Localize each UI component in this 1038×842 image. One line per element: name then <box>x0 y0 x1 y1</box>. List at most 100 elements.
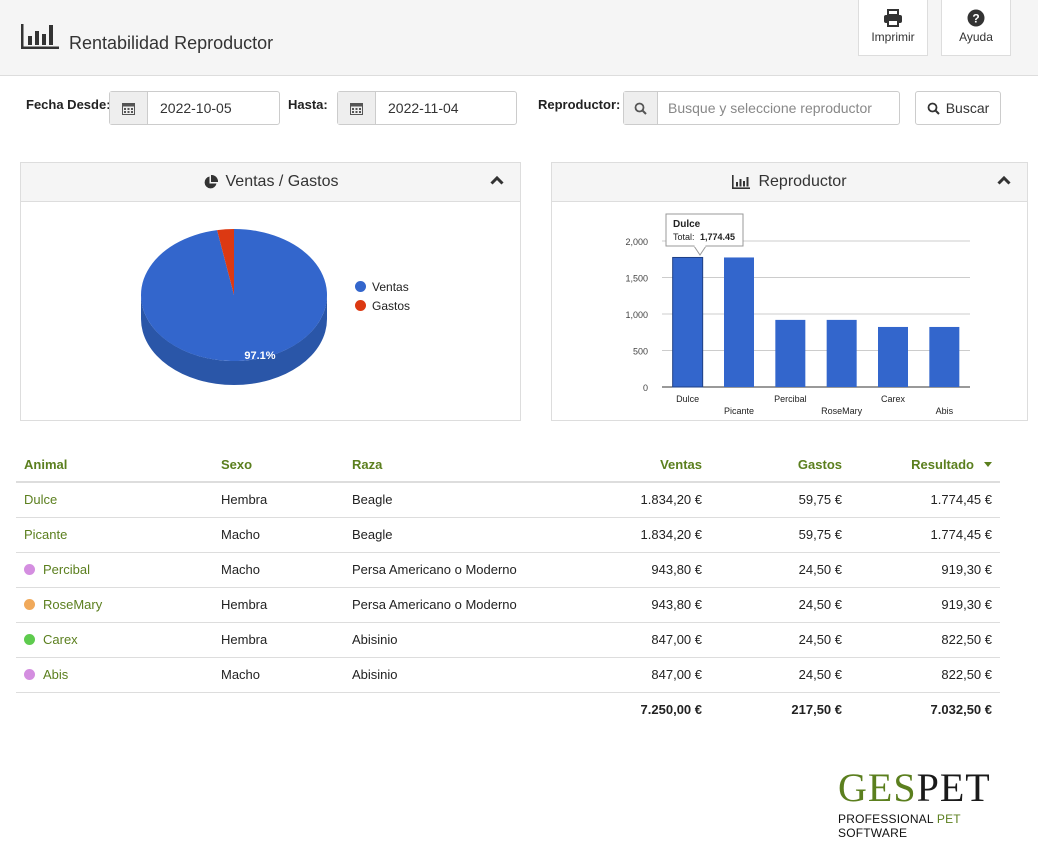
legend-label: Gastos <box>372 298 411 313</box>
bar-tooltip: Dulce Total: 1,774.45 <box>665 213 744 256</box>
cell-gastos: 24,50 € <box>710 657 850 693</box>
bar-rosemary[interactable] <box>826 319 857 387</box>
logo-ges: GES <box>838 765 917 810</box>
fecha-desde-value[interactable]: 2022-10-05 <box>160 100 232 116</box>
pie-slice-gastos[interactable] <box>217 229 234 295</box>
fecha-desde-field[interactable]: 2022-10-05 <box>109 91 280 125</box>
cell-sexo: Hembra <box>213 587 344 623</box>
question-circle-icon: ? <box>967 9 985 27</box>
cell-raza: Persa Americano o Moderno <box>344 552 564 588</box>
cell-gastos: 59,75 € <box>710 517 850 553</box>
search-icon <box>927 102 940 115</box>
table-row[interactable]: Picante Macho Beagle 1.834,20 €59,75 €1.774… <box>16 517 1000 553</box>
logo-wordmark: GESPET <box>838 768 1033 808</box>
animal-name[interactable]: Picante <box>24 527 68 542</box>
x-tick-label: Carex <box>881 394 906 404</box>
table-row[interactable]: Percibal Macho Persa Americano o Moderno 94… <box>16 552 1000 588</box>
chevron-up-icon[interactable] <box>490 175 504 185</box>
totals-row: 7.250,00 € 217,50 € 7.032,50 € <box>16 692 1000 727</box>
bar-chart-icon <box>732 175 751 189</box>
hasta-value[interactable]: 2022-11-04 <box>388 100 459 116</box>
cell-animal[interactable]: Carex <box>16 622 213 658</box>
table-row[interactable]: Dulce Hembra Beagle 1.834,20 €59,75 €1.774,… <box>16 482 1000 518</box>
cell-animal[interactable]: Abis <box>16 657 213 693</box>
help-button[interactable]: ? Ayuda <box>941 0 1011 56</box>
status-dot <box>24 634 35 645</box>
calendar-icon[interactable] <box>338 92 376 124</box>
bar-carex[interactable] <box>878 326 908 387</box>
cell-gastos: 24,50 € <box>710 587 850 623</box>
x-tick-label: Picante <box>724 406 754 416</box>
pie-chart: 97.1% <box>141 229 328 385</box>
cell-empty <box>16 692 213 727</box>
total-resultado: 7.032,50 € <box>930 702 992 718</box>
print-button[interactable]: Imprimir <box>858 0 928 56</box>
table-row[interactable]: RoseMary Hembra Persa Americano o Moderno 9… <box>16 587 1000 623</box>
y-tick-label: 1,500 <box>625 274 648 284</box>
x-tick-label: Percibal <box>774 394 807 404</box>
calendar-icon[interactable] <box>110 92 148 124</box>
bar-picante[interactable] <box>724 257 754 387</box>
cell-animal[interactable]: Percibal <box>16 552 213 588</box>
panel-title: Reproductor <box>758 173 847 190</box>
table-row[interactable]: Carex Hembra Abisinio 847,00 €24,50 €822,50… <box>16 622 1000 658</box>
cell-sexo: Macho <box>213 552 344 588</box>
col-resultado[interactable]: Resultado <box>850 447 1000 483</box>
col-gastos[interactable]: Gastos <box>710 447 850 483</box>
gespet-logo: GESPET PROFESSIONAL PET SOFTWARE <box>838 768 1033 841</box>
sort-desc-icon <box>984 461 992 467</box>
bar-abis[interactable] <box>929 326 960 387</box>
cell-animal[interactable]: Picante <box>16 517 213 553</box>
reproductor-panel: Reproductor 0 500 1,000 1,500 2,000 Dulce Pic… <box>551 162 1028 421</box>
buscar-button[interactable]: Buscar <box>915 91 1001 125</box>
table-header-row: Animal Sexo Raza Ventas Gastos Resultado <box>16 447 1000 483</box>
x-tick-label: RoseMary <box>821 406 863 416</box>
animal-name[interactable]: Percibal <box>43 562 90 577</box>
y-tick-label: 0 <box>643 383 648 393</box>
pie-side <box>141 295 327 385</box>
col-ventas[interactable]: Ventas <box>564 447 710 483</box>
search-icon <box>624 92 658 124</box>
animal-name[interactable]: Abis <box>43 667 69 682</box>
logo-sub-b: PET <box>936 812 961 826</box>
col-resultado-label: Resultado <box>911 456 974 472</box>
cell-animal[interactable]: RoseMary <box>16 587 213 623</box>
chevron-up-icon[interactable] <box>997 175 1011 185</box>
print-label: Imprimir <box>871 30 915 44</box>
svg-text:Total: 1,774.45: Total: 1,774.45 <box>673 232 735 242</box>
total-ventas: 7.250,00 € <box>640 702 702 718</box>
table-row[interactable]: Abis Macho Abisinio 847,00 €24,50 €822,50 € <box>16 657 1000 693</box>
rentabilidad-table: Animal Sexo Raza Ventas Gastos Resultado… <box>16 447 1000 727</box>
animal-name[interactable]: Dulce <box>24 492 58 508</box>
status-dot <box>24 599 35 610</box>
panel-header: Ventas / Gastos <box>21 163 520 202</box>
help-label: Ayuda <box>959 30 993 44</box>
pie-slice-ventas[interactable] <box>141 229 328 361</box>
tooltip-total-label: Total: <box>673 232 695 242</box>
y-tick-label: 500 <box>633 347 648 357</box>
pie-legend: Ventas Gastos <box>355 277 410 315</box>
hasta-label: Hasta: <box>288 97 328 112</box>
col-animal[interactable]: Animal <box>16 447 213 483</box>
cell-ventas: 943,80 € <box>564 587 710 623</box>
animal-name[interactable]: Carex <box>43 632 78 647</box>
reproductor-label: Reproductor: <box>538 97 621 112</box>
printer-icon <box>884 9 902 27</box>
hasta-field[interactable]: 2022-11-04 <box>337 91 517 125</box>
panel-header: Reproductor <box>552 163 1027 202</box>
cell-resultado: 822,50 € <box>850 657 1000 693</box>
cell-gastos: 24,50 € <box>710 622 850 658</box>
logo-sub-a: PROFESSIONAL <box>838 812 937 826</box>
reproductor-search-field[interactable] <box>623 91 900 125</box>
logo-tagline: PROFESSIONAL PET SOFTWARE <box>838 812 1033 840</box>
col-raza[interactable]: Raza <box>344 447 564 483</box>
reproductor-search-input[interactable] <box>658 92 899 124</box>
cell-resultado: 822,50 € <box>850 622 1000 658</box>
col-sexo[interactable]: Sexo <box>213 447 344 483</box>
animal-name[interactable]: RoseMary <box>43 597 103 612</box>
cell-sexo: Macho <box>213 657 344 693</box>
bar-dulce[interactable] <box>672 256 704 388</box>
panel-title: Ventas / Gastos <box>225 173 339 190</box>
bar-percibal[interactable] <box>775 319 806 387</box>
cell-animal[interactable]: Dulce <box>16 482 213 518</box>
